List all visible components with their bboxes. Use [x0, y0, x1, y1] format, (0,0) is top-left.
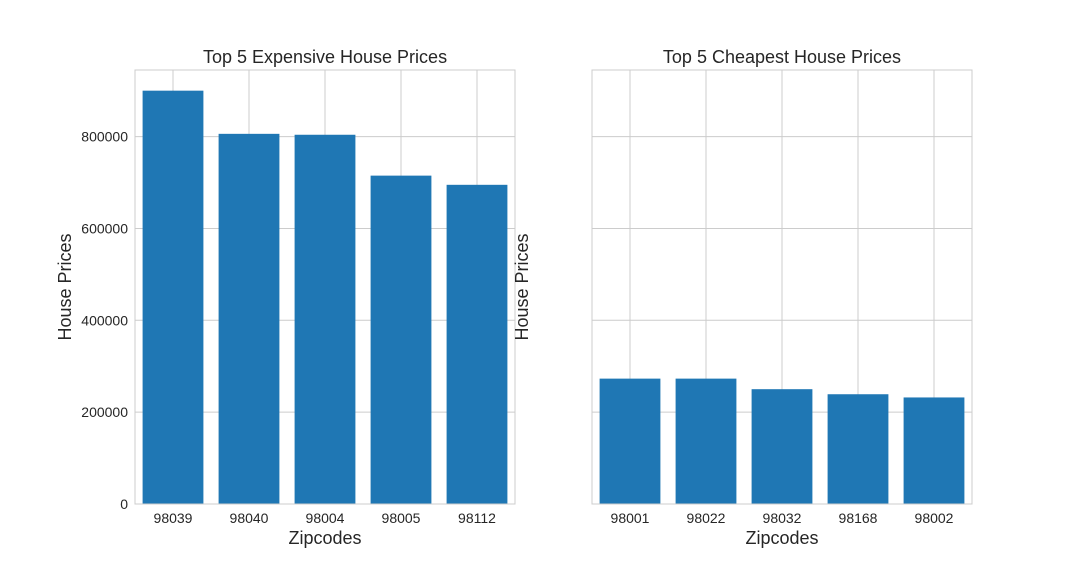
y-axis-label: House Prices [55, 233, 75, 340]
chart-title: Top 5 Expensive House Prices [203, 47, 447, 67]
x-tick-label: 98112 [458, 510, 496, 526]
x-axis-label: Zipcodes [288, 528, 361, 548]
y-tick-label: 600000 [81, 220, 128, 236]
bar-98039 [142, 90, 204, 505]
bar-98004 [294, 134, 356, 504]
chart-title: Top 5 Cheapest House Prices [663, 47, 901, 67]
x-tick-label: 98001 [611, 510, 650, 526]
y-tick-label: 800000 [81, 129, 128, 145]
bar-98032 [751, 389, 813, 504]
x-tick-label: 98002 [915, 510, 954, 526]
x-tick-label: 98040 [230, 510, 269, 526]
y-tick-label: 200000 [81, 404, 128, 420]
bar-98022 [675, 378, 737, 504]
bar-98005 [370, 175, 432, 504]
x-tick-label: 98004 [306, 510, 345, 526]
x-tick-label: 98168 [839, 510, 878, 526]
chart-expensive: 98039 98040 98004 98005 98112 0 200000 400000 60… [55, 47, 516, 548]
x-tick-label: 98005 [382, 510, 421, 526]
bar-98168 [827, 394, 889, 504]
bar-98112 [446, 184, 508, 504]
bar-98001 [599, 378, 661, 504]
x-axis-label: Zipcodes [745, 528, 818, 548]
chart-cheapest: 98001 98022 98032 98168 98002 Top 5 Cheapest … [512, 47, 973, 548]
bar-98040 [218, 133, 280, 504]
y-tick-label: 0 [120, 496, 128, 512]
y-axis-label: House Prices [512, 233, 532, 340]
x-tick-label: 98032 [763, 510, 802, 526]
plot-frame [591, 69, 973, 505]
bar-98002 [903, 397, 965, 504]
x-tick-label: 98022 [687, 510, 726, 526]
x-tick-label: 98039 [154, 510, 193, 526]
y-tick-label: 400000 [81, 312, 128, 328]
plot-frame [134, 69, 516, 505]
